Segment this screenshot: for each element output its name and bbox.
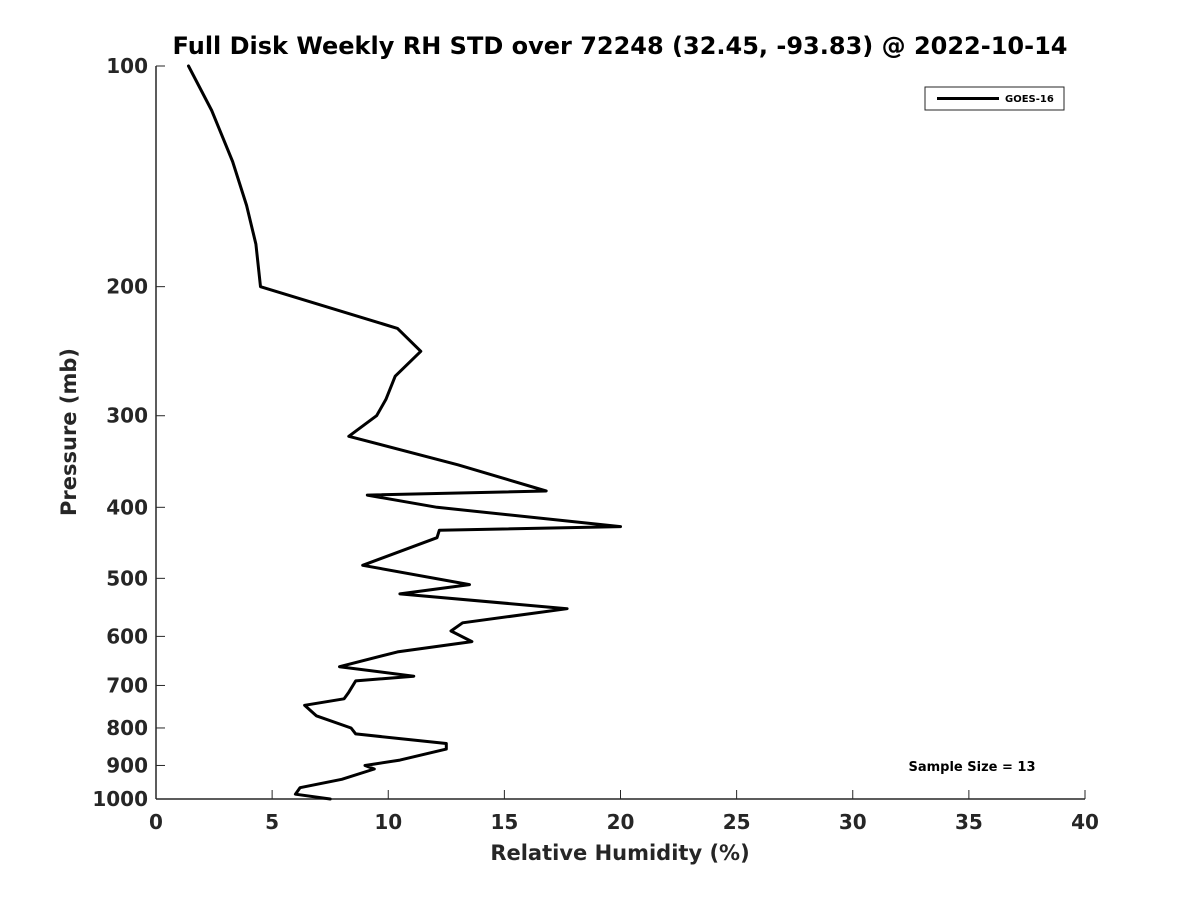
y-tick-label: 700 [106, 673, 148, 697]
y-tick-label: 900 [106, 753, 148, 777]
x-ticks: 0 5 10 15 20 25 30 35 40 [149, 790, 1099, 834]
sample-size-annotation: Sample Size = 13 [908, 760, 1035, 775]
x-tick-label: 40 [1071, 810, 1099, 834]
y-tick-label: 500 [106, 566, 148, 590]
y-tick-label: 600 [106, 624, 148, 648]
y-tick-label: 200 [106, 275, 148, 299]
x-tick-label: 10 [374, 810, 402, 834]
x-tick-label: 20 [607, 810, 635, 834]
y-axis-label: Pressure (mb) [57, 348, 81, 516]
x-axis-label: Relative Humidity (%) [490, 841, 749, 865]
y-tick-label: 400 [106, 495, 148, 519]
x-tick-label: 35 [955, 810, 983, 834]
y-tick-label: 1000 [92, 787, 148, 811]
chart-title: Full Disk Weekly RH STD over 72248 (32.4… [173, 32, 1068, 60]
y-tick-label: 300 [106, 404, 148, 428]
y-tick-label: 100 [106, 54, 148, 78]
x-tick-label: 25 [723, 810, 751, 834]
series-group [187, 64, 622, 801]
x-tick-label: 30 [839, 810, 867, 834]
legend: GOES-16 [924, 86, 1065, 111]
plot-axes [155, 66, 1085, 800]
y-ticks: 100 200 300 400 500 600 700 800 900 1000 [92, 54, 165, 811]
legend-label-goes-16: GOES-16 [1005, 94, 1054, 105]
series-line-goes-16 [187, 64, 622, 801]
x-tick-label: 5 [265, 810, 279, 834]
y-tick-label: 800 [106, 716, 148, 740]
x-tick-label: 0 [149, 810, 163, 834]
x-tick-label: 15 [490, 810, 518, 834]
